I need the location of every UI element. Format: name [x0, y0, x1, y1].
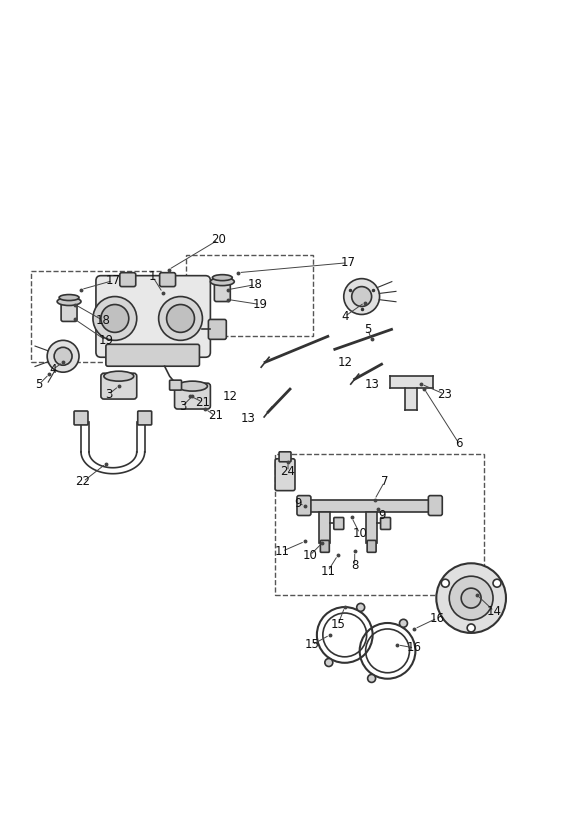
FancyBboxPatch shape [429, 495, 442, 516]
Circle shape [101, 305, 129, 332]
Circle shape [368, 675, 375, 682]
Ellipse shape [104, 371, 134, 382]
Bar [389, 377, 433, 388]
FancyBboxPatch shape [215, 279, 230, 302]
Text: 12: 12 [223, 390, 238, 403]
Text: 16: 16 [430, 611, 445, 625]
Circle shape [399, 620, 408, 627]
FancyBboxPatch shape [367, 541, 376, 552]
FancyBboxPatch shape [334, 517, 344, 530]
Text: 14: 14 [487, 605, 501, 617]
Text: 22: 22 [75, 475, 90, 488]
Bar [366, 512, 377, 543]
Circle shape [449, 576, 493, 620]
Text: 18: 18 [248, 279, 262, 291]
Circle shape [47, 340, 79, 372]
FancyBboxPatch shape [174, 383, 210, 409]
Text: 4: 4 [50, 363, 57, 376]
Text: 6: 6 [455, 438, 463, 451]
Text: 23: 23 [437, 387, 452, 400]
FancyBboxPatch shape [138, 411, 152, 425]
FancyBboxPatch shape [170, 380, 181, 390]
Text: 16: 16 [407, 641, 422, 654]
Text: 9: 9 [378, 509, 385, 522]
Text: 13: 13 [241, 413, 255, 425]
Circle shape [461, 588, 481, 608]
Text: 20: 20 [211, 233, 226, 246]
Circle shape [325, 658, 333, 667]
Text: 11: 11 [275, 545, 290, 558]
FancyBboxPatch shape [279, 452, 291, 461]
Circle shape [436, 564, 506, 633]
FancyBboxPatch shape [96, 276, 210, 358]
Text: 9: 9 [294, 497, 302, 510]
Ellipse shape [57, 297, 81, 306]
Text: 19: 19 [99, 334, 113, 347]
Text: 12: 12 [337, 356, 352, 368]
Text: 18: 18 [96, 314, 110, 327]
Ellipse shape [178, 382, 208, 391]
Text: 5: 5 [36, 377, 43, 391]
Bar [275, 454, 484, 595]
Text: 24: 24 [280, 466, 296, 478]
Text: 13: 13 [364, 377, 379, 391]
Circle shape [357, 603, 364, 611]
FancyBboxPatch shape [321, 541, 329, 552]
Bar [405, 388, 417, 410]
FancyBboxPatch shape [160, 273, 175, 287]
Text: 21: 21 [195, 396, 210, 409]
Circle shape [344, 279, 380, 315]
Bar [185, 255, 313, 336]
FancyBboxPatch shape [297, 495, 311, 516]
Text: 1: 1 [149, 270, 156, 283]
Ellipse shape [59, 294, 79, 301]
Bar [305, 499, 434, 512]
Text: 8: 8 [351, 559, 359, 572]
Circle shape [493, 579, 501, 588]
FancyBboxPatch shape [381, 517, 391, 530]
Text: 10: 10 [303, 549, 317, 562]
Circle shape [352, 287, 371, 307]
Circle shape [441, 579, 449, 588]
Bar [31, 270, 161, 363]
FancyBboxPatch shape [106, 344, 199, 366]
Text: 17: 17 [106, 274, 120, 287]
Circle shape [467, 624, 475, 632]
FancyBboxPatch shape [74, 411, 88, 425]
Text: 15: 15 [331, 619, 345, 631]
FancyBboxPatch shape [208, 320, 226, 339]
Ellipse shape [210, 278, 234, 286]
FancyBboxPatch shape [120, 273, 136, 287]
Text: 3: 3 [105, 387, 113, 400]
Ellipse shape [212, 274, 232, 281]
Text: 10: 10 [352, 527, 367, 540]
Circle shape [93, 297, 137, 340]
Text: 7: 7 [381, 475, 388, 488]
Circle shape [159, 297, 202, 340]
Bar [319, 512, 331, 543]
Text: 21: 21 [208, 410, 223, 423]
Text: 4: 4 [341, 310, 349, 323]
Circle shape [167, 305, 195, 332]
Text: 5: 5 [364, 323, 371, 336]
FancyBboxPatch shape [101, 373, 137, 399]
Circle shape [54, 347, 72, 365]
FancyBboxPatch shape [61, 300, 77, 321]
Text: 3: 3 [179, 400, 186, 413]
Text: 17: 17 [340, 256, 355, 269]
Text: 11: 11 [320, 564, 335, 578]
Text: 19: 19 [252, 298, 268, 311]
Text: 15: 15 [304, 639, 319, 652]
FancyBboxPatch shape [275, 459, 295, 490]
